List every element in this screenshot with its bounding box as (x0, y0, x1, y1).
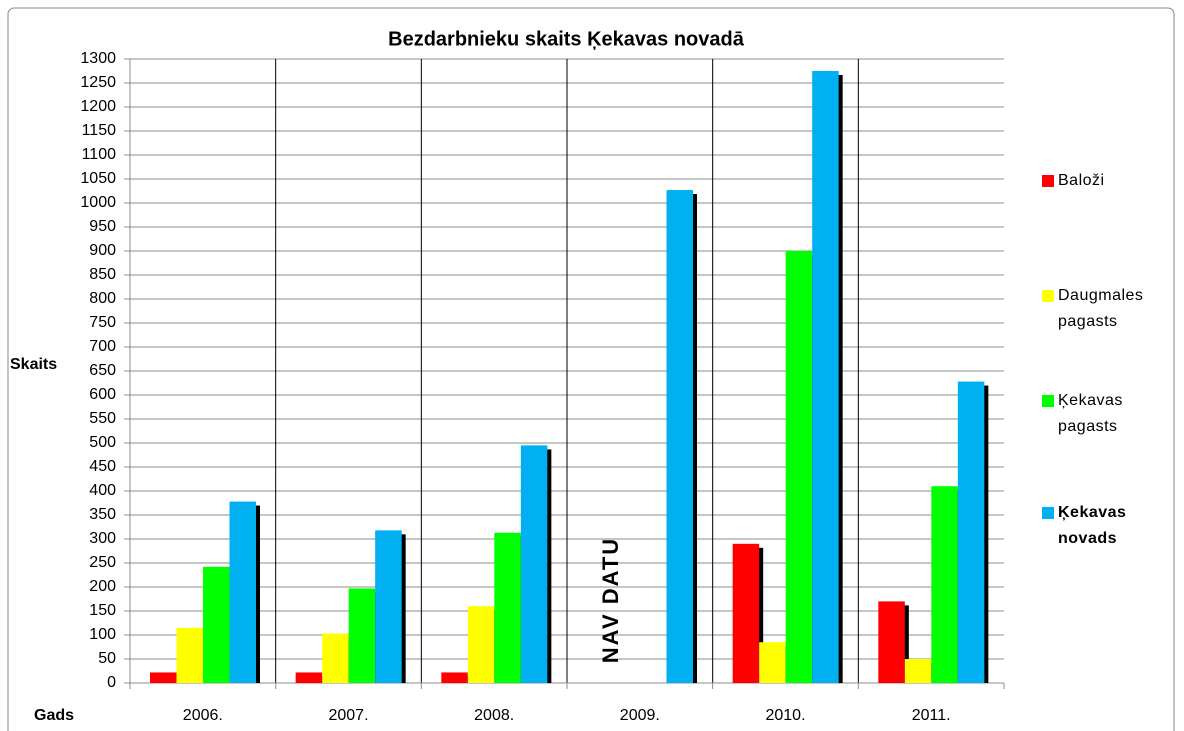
bar (785, 251, 813, 683)
y-tick-label: 50 (98, 650, 116, 667)
y-tick-label: 1300 (80, 50, 116, 67)
bar (666, 190, 693, 684)
bar (295, 672, 323, 683)
y-tick-label: 600 (89, 386, 116, 403)
y-tick-label: 850 (89, 266, 116, 283)
y-tick-label: 1150 (82, 122, 117, 139)
bar (375, 530, 402, 683)
x-tick-label: 2006. (183, 707, 223, 724)
y-tick-label: 700 (89, 338, 116, 355)
legend-item: Daugmales pagasts (1042, 283, 1154, 335)
legend-item: Baloži (1042, 168, 1154, 194)
bar (176, 627, 203, 683)
legend-item: Ķekavas pagasts (1042, 388, 1154, 440)
bar (957, 381, 985, 683)
chart-title: Bezdarbnieku skaits Ķekavas novadā (388, 28, 745, 50)
bar (759, 642, 786, 683)
legend-swatch (1042, 290, 1054, 302)
y-tick-label: 400 (89, 482, 116, 499)
y-tick-label: 500 (89, 434, 116, 451)
bar (904, 659, 932, 683)
legend-swatch (1042, 507, 1054, 519)
y-tick-label: 250 (89, 554, 116, 571)
y-tick-label: 100 (89, 626, 116, 643)
x-axis-label: Gads (34, 707, 74, 724)
bar (441, 672, 468, 683)
y-tick-label: 300 (89, 530, 116, 547)
y-tick-label: 1200 (80, 98, 116, 115)
y-tick-label: 350 (89, 506, 116, 523)
y-tick-label: 150 (89, 602, 116, 619)
bar (812, 71, 839, 683)
y-tick-label: 0 (107, 674, 116, 691)
bar (203, 566, 230, 683)
bar (467, 606, 495, 683)
legend-label: Ķekavas novads (1058, 504, 1127, 547)
bar (348, 588, 376, 683)
bar (494, 532, 521, 683)
y-tick-label: 450 (89, 458, 116, 475)
x-tick-label: 2010. (765, 707, 805, 724)
bar (931, 486, 958, 683)
y-tick-label: 1000 (80, 194, 116, 211)
bar (229, 501, 256, 683)
y-tick-label: 1250 (80, 74, 116, 91)
x-tick-label: 2008. (474, 707, 514, 724)
x-tick-label: 2007. (328, 707, 368, 724)
legend-item: Ķekavas novads (1042, 500, 1154, 552)
legend-swatch (1042, 175, 1054, 187)
legend-label: Daugmales pagasts (1058, 287, 1144, 330)
y-tick-label: 950 (89, 218, 116, 235)
bar (150, 672, 177, 683)
bar (732, 543, 760, 683)
y-tick-label: 1100 (82, 146, 117, 163)
y-tick-label: 550 (89, 410, 116, 427)
x-tick-label: 2009. (620, 707, 660, 724)
y-tick-label: 1050 (80, 170, 116, 187)
bar (878, 601, 905, 683)
legend-label: Ķekavas pagasts (1058, 392, 1123, 435)
y-tick-label: 650 (89, 362, 116, 379)
y-tick-label: 800 (89, 290, 116, 307)
annotation: NAV DATU (598, 537, 623, 663)
bar (322, 633, 349, 683)
x-tick-label: 2011. (912, 707, 951, 724)
legend-swatch (1042, 395, 1054, 407)
y-tick-label: 750 (89, 314, 116, 331)
legend-label: Baloži (1058, 172, 1105, 189)
chart-frame (7, 7, 1175, 731)
bar (520, 445, 548, 683)
y-tick-label: 200 (89, 578, 116, 595)
y-tick-label: 900 (89, 242, 116, 259)
y-axis-label: Skaits (10, 356, 57, 373)
